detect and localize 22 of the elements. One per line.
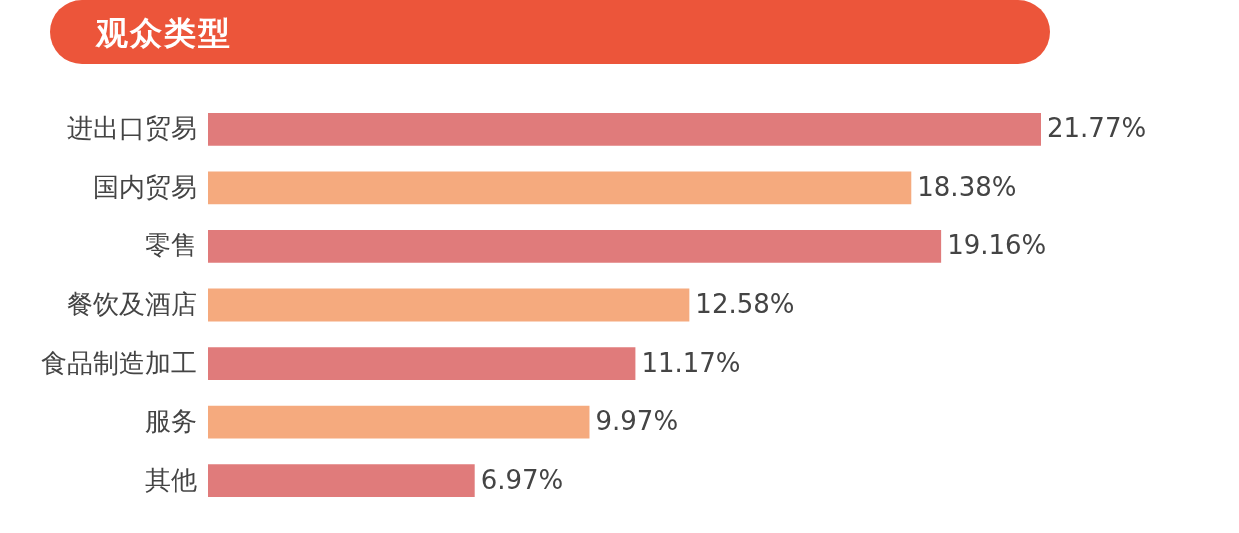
bar (208, 230, 942, 263)
bar (208, 171, 912, 205)
y-tick-label: 食品制造加工 (40, 347, 197, 378)
bar (208, 347, 636, 380)
data-label: 18.38% (917, 171, 1017, 202)
bar (208, 464, 475, 498)
y-tick-label: 服务 (144, 406, 197, 437)
data-label: 11.17% (641, 347, 741, 378)
y-tick-label: 进出口贸易 (66, 113, 197, 144)
data-label: 6.97% (480, 464, 564, 495)
data-label: 19.16% (947, 230, 1047, 261)
data-label: 12.58% (695, 289, 795, 319)
bar (208, 112, 1041, 146)
y-tick-label: 零售 (144, 230, 197, 261)
data-label: 9.97% (595, 406, 679, 437)
bar (208, 405, 590, 439)
y-tick-label: 其他 (144, 464, 197, 495)
y-tick-label: 国内贸易 (92, 171, 197, 202)
data-label: 21.77% (1047, 113, 1147, 144)
chart-title: 观众类型 (96, 13, 232, 54)
bar (208, 288, 690, 322)
y-tick-label: 餐饮及酒店 (66, 289, 197, 319)
